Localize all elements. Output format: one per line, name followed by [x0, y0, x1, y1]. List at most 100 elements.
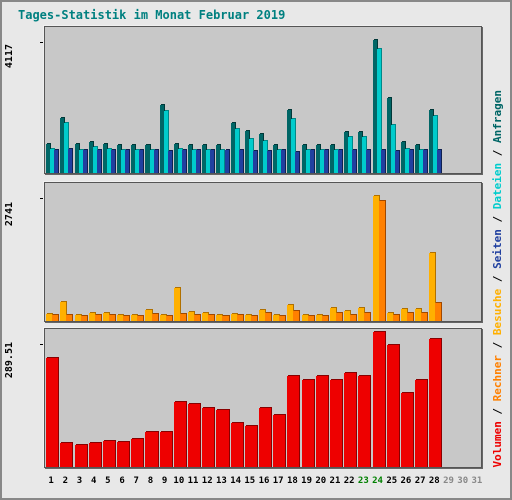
- panel-volumen: [44, 328, 482, 468]
- xtick-day: 10: [173, 476, 184, 486]
- legend-separator: /: [491, 336, 504, 356]
- xtick-day: 4: [91, 476, 96, 486]
- xtick-day: 27: [415, 476, 426, 486]
- bar-rechner: [208, 315, 214, 321]
- xtick-day: 18: [287, 476, 298, 486]
- bar-seiten: [295, 152, 299, 173]
- bar-rechner: [137, 316, 143, 321]
- bar-seiten: [338, 150, 342, 173]
- x-axis: 1234567891011121314151617181920212223242…: [44, 472, 482, 486]
- bar-seiten: [139, 150, 143, 173]
- legend-item-rechner: Rechner: [491, 355, 504, 401]
- bar-seiten: [68, 149, 72, 173]
- xtick-day: 6: [119, 476, 124, 486]
- xtick-day: 9: [162, 476, 167, 486]
- bar-volumen: [429, 339, 441, 467]
- bar-rechner: [95, 315, 101, 321]
- bar-seiten: [239, 150, 243, 173]
- xtick-day: 17: [273, 476, 284, 486]
- bar-volumen: [231, 423, 243, 467]
- bar-rechner: [66, 315, 72, 321]
- bar-rechner: [421, 313, 427, 321]
- bar-rechner: [407, 313, 413, 321]
- bar-volumen: [160, 432, 172, 467]
- bar-seiten: [423, 150, 427, 173]
- xtick-day: 29: [443, 476, 454, 486]
- bar-volumen: [145, 432, 157, 467]
- bar-seiten: [54, 150, 58, 173]
- bar-seiten: [352, 150, 356, 173]
- xtick-day: 1: [48, 476, 53, 486]
- bar-volumen: [415, 380, 427, 467]
- legend-item-seiten: Seiten: [491, 230, 504, 270]
- bar-volumen: [103, 441, 115, 467]
- legend-separator: /: [491, 269, 504, 289]
- bar-rechner: [194, 315, 200, 321]
- bar-volumen: [259, 408, 271, 467]
- bar-rechner: [109, 315, 115, 321]
- bar-seiten: [125, 150, 129, 173]
- xtick-day: 15: [244, 476, 255, 486]
- bar-seiten: [111, 150, 115, 173]
- bar-rechner: [166, 316, 172, 321]
- bar-volumen: [60, 443, 72, 467]
- bar-rechner: [364, 313, 370, 321]
- bar-rechner: [293, 311, 299, 321]
- bar-volumen: [287, 376, 299, 467]
- bar-seiten: [253, 151, 257, 173]
- xtick-day: 26: [401, 476, 412, 486]
- xtick-day: 19: [301, 476, 312, 486]
- legend-item-besuche: Besuche: [491, 289, 504, 335]
- ytick-bot: 289.51: [4, 342, 15, 378]
- bar-rechner: [379, 201, 385, 321]
- bar-rechner: [336, 313, 342, 321]
- bar-rechner: [322, 316, 328, 321]
- bar-volumen: [216, 410, 228, 467]
- bar-seiten: [381, 150, 385, 173]
- bar-seiten: [267, 151, 271, 173]
- xtick-day: 28: [429, 476, 440, 486]
- xtick-day: 8: [148, 476, 153, 486]
- xtick-day: 2: [63, 476, 68, 486]
- bar-rechner: [350, 315, 356, 321]
- legend-separator: /: [491, 210, 504, 230]
- bar-rechner: [152, 314, 158, 321]
- bar-volumen: [316, 376, 328, 467]
- bar-rechner: [237, 315, 243, 321]
- bar-volumen: [131, 439, 143, 467]
- legend: Volumen / Rechner / Besuche / Seiten / D…: [491, 90, 504, 468]
- bar-volumen: [46, 358, 58, 467]
- bar-rechner: [52, 315, 58, 321]
- bar-seiten: [168, 151, 172, 173]
- bar-seiten: [154, 150, 158, 173]
- panel-anfragen-dateien-seiten: [44, 26, 482, 174]
- bar-volumen: [75, 445, 87, 467]
- xtick-day: 31: [471, 476, 482, 486]
- bar-volumen: [401, 393, 413, 467]
- bar-volumen: [245, 426, 257, 467]
- bar-volumen: [330, 380, 342, 467]
- bar-seiten: [366, 150, 370, 173]
- bar-seiten: [97, 150, 101, 173]
- xtick-day: 30: [457, 476, 468, 486]
- bar-volumen: [202, 408, 214, 467]
- bar-rechner: [279, 316, 285, 321]
- xtick-day: 11: [188, 476, 199, 486]
- xtick-day: 20: [315, 476, 326, 486]
- xtick-day: 24: [372, 476, 383, 486]
- bar-rechner: [222, 316, 228, 321]
- panel-besuche-rechner: [44, 182, 482, 322]
- xtick-day: 16: [259, 476, 270, 486]
- bar-seiten: [210, 150, 214, 173]
- xtick-day: 21: [330, 476, 341, 486]
- xtick-day: 7: [134, 476, 139, 486]
- bar-volumen: [188, 404, 200, 467]
- bar-seiten: [225, 150, 229, 173]
- legend-separator: /: [491, 143, 504, 163]
- xtick-day: 12: [202, 476, 213, 486]
- xtick-day: 3: [77, 476, 82, 486]
- bar-seiten: [310, 150, 314, 173]
- legend-item-anfragen: Anfragen: [491, 90, 504, 143]
- legend-separator: /: [491, 402, 504, 422]
- chart-title: Tages-Statistik im Monat Februar 2019: [18, 8, 285, 22]
